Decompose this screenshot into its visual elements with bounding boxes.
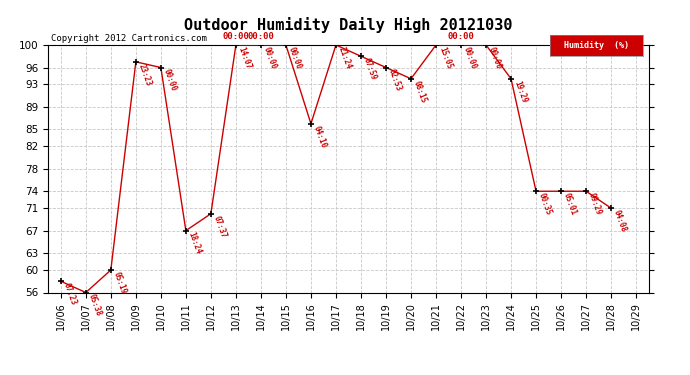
Text: 02:53: 02:53: [387, 68, 403, 93]
Text: 07:59: 07:59: [362, 57, 378, 81]
Text: 21:24: 21:24: [337, 45, 353, 70]
Text: 00:00: 00:00: [487, 45, 503, 70]
Text: 15:05: 15:05: [437, 45, 453, 70]
Text: 05:01: 05:01: [562, 192, 578, 216]
Text: 00:00: 00:00: [222, 32, 249, 41]
Text: 00:00: 00:00: [161, 68, 178, 93]
Text: 07:37: 07:37: [212, 214, 228, 239]
Text: 00:00: 00:00: [248, 32, 275, 41]
Text: 00:00: 00:00: [462, 45, 478, 70]
Text: 18:24: 18:24: [187, 231, 203, 256]
Text: 23:23: 23:23: [137, 62, 153, 87]
Text: 00:35: 00:35: [537, 192, 553, 216]
Text: 14:07: 14:07: [237, 45, 253, 70]
Text: Copyright 2012 Cartronics.com: Copyright 2012 Cartronics.com: [51, 33, 207, 42]
Text: 09:29: 09:29: [587, 192, 603, 216]
Text: 00:00: 00:00: [287, 45, 303, 70]
Text: 04:10: 04:10: [312, 124, 328, 149]
Text: 07:23: 07:23: [61, 282, 78, 306]
Text: 00:00: 00:00: [262, 45, 278, 70]
Text: 00:00: 00:00: [448, 32, 475, 41]
Text: 05:38: 05:38: [87, 293, 103, 318]
Text: 05:19: 05:19: [112, 270, 128, 295]
Text: 08:15: 08:15: [412, 79, 428, 104]
Title: Outdoor Humidity Daily High 20121030: Outdoor Humidity Daily High 20121030: [184, 16, 513, 33]
Text: 04:08: 04:08: [612, 209, 629, 233]
Text: 19:29: 19:29: [512, 79, 529, 104]
